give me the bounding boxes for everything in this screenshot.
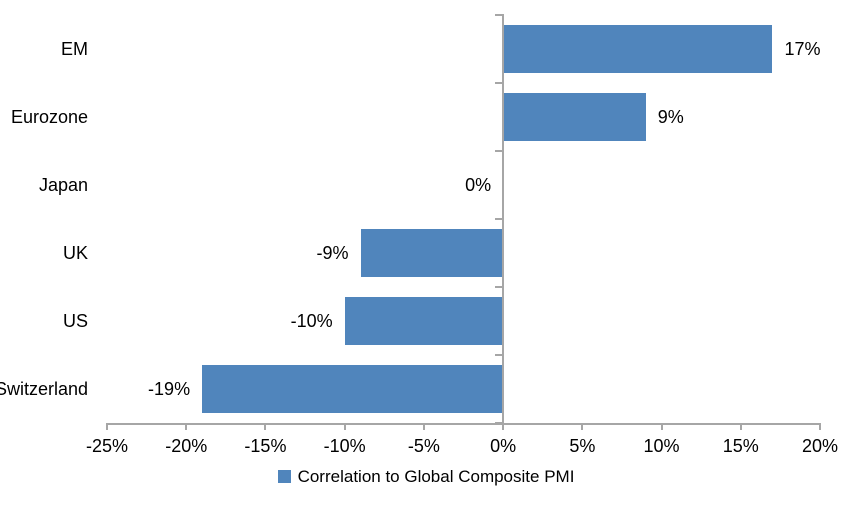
bar xyxy=(503,25,773,73)
x-tick-label: -15% xyxy=(244,436,287,456)
value-label: -19% xyxy=(148,379,191,399)
value-label: -10% xyxy=(290,311,333,331)
x-tick-mark xyxy=(264,423,267,430)
x-tick-label: -25% xyxy=(85,436,129,456)
category-label: Eurozone xyxy=(10,107,88,127)
legend-label: Correlation to Global Composite PMI xyxy=(297,467,575,486)
y-tick-mark xyxy=(495,14,504,16)
x-tick-label: 10% xyxy=(643,436,680,456)
x-tick-mark xyxy=(185,423,188,430)
x-tick-mark xyxy=(581,423,584,430)
category-label: Switzerland xyxy=(0,379,88,399)
y-tick-mark xyxy=(495,218,504,220)
x-tick-mark xyxy=(422,423,425,430)
value-label: -9% xyxy=(316,243,349,263)
bar xyxy=(344,297,504,345)
x-axis-line xyxy=(107,423,820,425)
value-label: 9% xyxy=(657,107,684,127)
y-tick-mark xyxy=(495,286,504,288)
category-label: US xyxy=(62,311,88,331)
x-tick-label: 20% xyxy=(801,436,839,456)
y-tick-mark xyxy=(495,82,504,84)
x-tick-label: 15% xyxy=(722,436,759,456)
x-tick-label: 0% xyxy=(490,436,517,456)
y-tick-mark xyxy=(495,422,504,424)
x-tick-label: -20% xyxy=(165,436,208,456)
legend: Correlation to Global Composite PMI xyxy=(0,468,852,485)
legend-swatch xyxy=(277,470,291,483)
bar xyxy=(202,365,504,413)
x-tick-mark xyxy=(660,423,663,430)
x-tick-mark xyxy=(739,423,742,430)
x-tick-label: 5% xyxy=(569,436,596,456)
category-label: UK xyxy=(62,243,88,263)
category-label: EM xyxy=(61,39,88,59)
bar xyxy=(360,229,504,277)
value-label: 0% xyxy=(465,175,492,195)
x-tick-label: -10% xyxy=(323,436,366,456)
y-tick-mark xyxy=(495,150,504,152)
x-tick-mark xyxy=(819,423,821,430)
x-tick-label: -5% xyxy=(407,436,440,456)
x-tick-mark xyxy=(343,423,346,430)
x-tick-mark xyxy=(106,423,108,430)
y-axis-line xyxy=(502,14,505,430)
y-tick-mark xyxy=(495,354,504,356)
category-label: Japan xyxy=(38,175,88,195)
bar xyxy=(503,93,646,141)
value-label: 17% xyxy=(784,39,821,59)
